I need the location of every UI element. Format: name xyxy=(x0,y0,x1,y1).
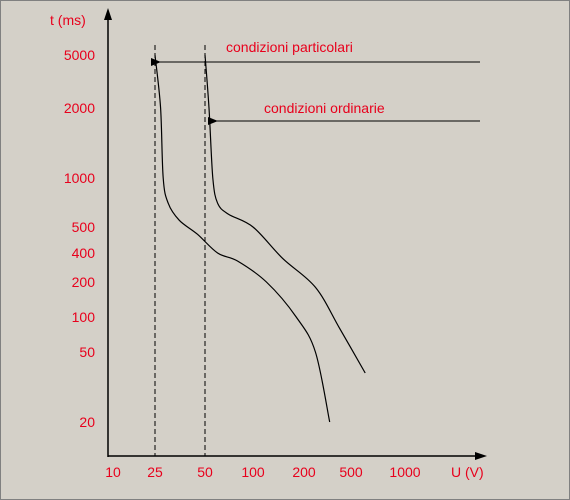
x-tick-label-200: 200 xyxy=(292,464,316,480)
y-tick-label-500: 500 xyxy=(72,219,96,235)
y-axis-title: t (ms) xyxy=(50,12,86,28)
x-tick-label-10: 10 xyxy=(105,464,121,480)
y-tick-label-2000: 2000 xyxy=(64,100,95,116)
y-tick-label-100: 100 xyxy=(72,309,96,325)
x-tick-label-100: 100 xyxy=(241,464,265,480)
x-axis-title: U (V) xyxy=(451,464,484,480)
x-tick-label-1000: 1000 xyxy=(389,464,420,480)
x-tick-labels: 10 25 50 100 200 500 1000 xyxy=(105,464,421,480)
y-tick-label-50: 50 xyxy=(79,344,95,360)
curve-2 xyxy=(204,54,366,374)
y-tick-label-400: 400 xyxy=(72,245,96,261)
x-tick-label-50: 50 xyxy=(197,464,213,480)
axes xyxy=(104,8,487,460)
x-axis-arrow-icon xyxy=(475,452,487,460)
annotation-condizioni-ordinarie: condizioni ordinarie xyxy=(264,100,385,116)
y-axis-arrow-icon xyxy=(104,8,112,20)
x-tick-label-25: 25 xyxy=(147,464,163,480)
curves xyxy=(154,54,366,423)
x-tick-label-500: 500 xyxy=(339,464,363,480)
annotation-condizioni-particolari: condizioni particolari xyxy=(226,39,353,55)
y-tick-labels: 5000 2000 1000 500 400 200 100 50 20 xyxy=(64,47,95,430)
curve-1 xyxy=(154,54,331,423)
y-tick-label-20: 20 xyxy=(79,414,95,430)
y-tick-label-5000: 5000 xyxy=(64,47,95,63)
y-tick-label-200: 200 xyxy=(72,274,96,290)
annotations: condizioni particolari condizioni ordina… xyxy=(151,39,480,125)
asymptote-lines xyxy=(154,45,206,456)
y-tick-label-1000: 1000 xyxy=(64,170,95,186)
